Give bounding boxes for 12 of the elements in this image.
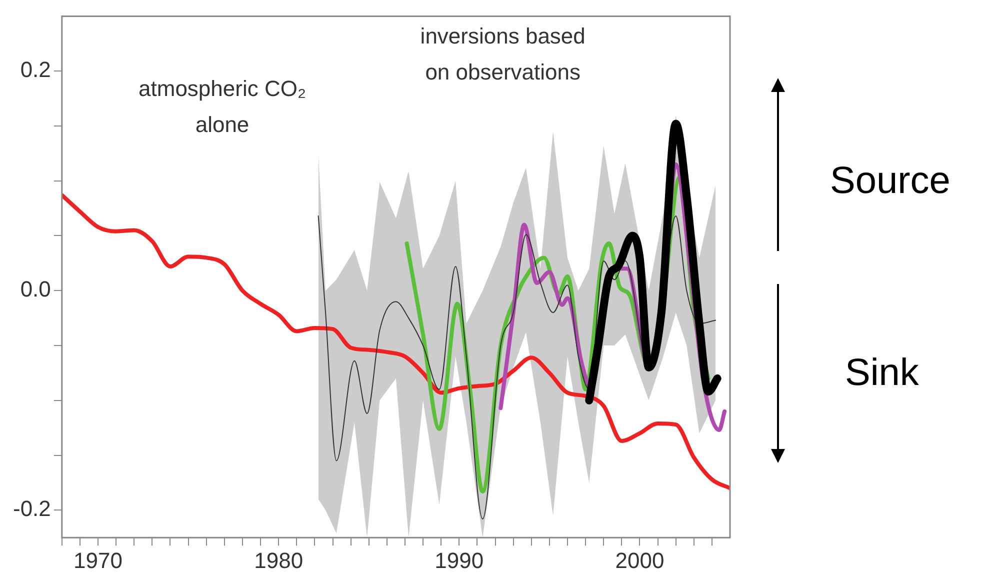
y-tick-label: -0.2 (12, 496, 51, 522)
text: Sink (845, 352, 919, 395)
text: Source (830, 160, 950, 203)
x-tick-label: 1970 (74, 548, 122, 573)
annotation: atmospheric CO₂ alone (138, 76, 306, 137)
x-tick-label: 1980 (254, 548, 304, 573)
annotation: inversions based on observations (420, 24, 586, 85)
y-tick-label: 0.0 (20, 276, 51, 302)
y-tick-label: 0.2 (20, 57, 51, 82)
x-tick-label: 2000 (615, 548, 664, 573)
x-tick-label: 1990 (434, 548, 484, 573)
line-series (62, 193, 730, 490)
